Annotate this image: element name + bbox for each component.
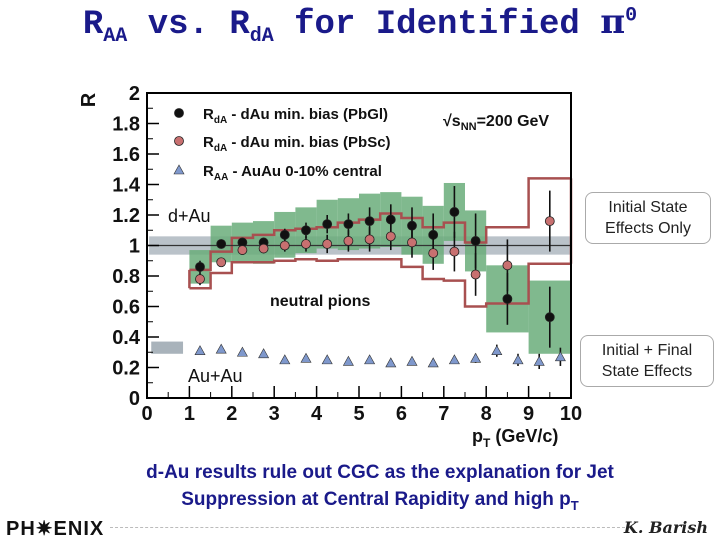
y-tick-label: 1.8 xyxy=(112,114,140,136)
pbsc-point xyxy=(195,274,205,284)
pbsc-point xyxy=(407,237,417,248)
initial-state-note: Initial State Effects Only xyxy=(585,192,711,244)
y-tick-label: 0.8 xyxy=(112,266,140,288)
y-tick-label: 1.4 xyxy=(112,175,141,197)
x-tick-label: 9 xyxy=(523,403,534,425)
auau-point xyxy=(279,354,291,365)
pbgl-point xyxy=(343,219,354,230)
phenix-logo: PH✷ENIX xyxy=(6,518,105,540)
neutral-pions-annotation: neutral pions xyxy=(270,293,371,310)
x-tick-label: 0 xyxy=(141,403,152,425)
x-tick-label: 2 xyxy=(226,403,237,425)
pbsc-point xyxy=(216,257,227,268)
x-tick-label: 3 xyxy=(269,403,280,425)
x-tick-label: 8 xyxy=(481,403,492,425)
legend-entry: RdA - dAu min. bias (PbSc) xyxy=(203,134,391,154)
auau-point xyxy=(491,345,503,356)
auau-point xyxy=(236,346,248,357)
pbgl-point xyxy=(449,207,460,217)
auau-point xyxy=(470,352,482,363)
auau-point xyxy=(512,354,524,365)
pbgl-point xyxy=(279,229,290,240)
x-tick-label: 1 xyxy=(184,403,195,425)
pbsc-point xyxy=(364,234,375,245)
pbgl-point xyxy=(322,219,333,230)
pbsc-point xyxy=(544,216,555,227)
y-tick-label: 0 xyxy=(129,388,140,410)
auau-point xyxy=(364,354,376,365)
pbsc-point xyxy=(385,231,396,242)
slide-title: RAA vs. RdA for Identified π0 xyxy=(82,2,638,48)
energy-label: √sNN=200 GeV xyxy=(443,113,549,133)
pbgl-point xyxy=(364,216,375,227)
x-tick-label: 6 xyxy=(396,403,407,425)
y-axis-label: R xyxy=(78,92,100,107)
x-tick-label: 7 xyxy=(438,403,449,425)
auau-point xyxy=(427,357,439,368)
footer-divider xyxy=(110,527,625,528)
pbsc-syst-lower xyxy=(189,257,571,308)
pbgl-point xyxy=(301,225,311,236)
pbgl-point xyxy=(195,261,205,272)
legend-entry: RAA - AuAu 0-10% central xyxy=(203,163,382,183)
x-axis-label: pT (GeV/c) xyxy=(472,426,558,450)
y-tick-label: 0.4 xyxy=(112,327,141,349)
auau-point xyxy=(321,354,333,365)
pbsc-point xyxy=(301,239,311,249)
y-tick-label: 2 xyxy=(129,83,140,105)
y-tick-label: 0.6 xyxy=(112,297,140,319)
pbsc-point xyxy=(428,248,439,259)
auau-point xyxy=(300,352,312,363)
pbsc-point xyxy=(343,236,354,246)
legend-marker xyxy=(174,136,184,146)
pbsc-point xyxy=(258,243,269,254)
pbgl-point xyxy=(502,293,513,304)
final-state-note: Initial + Final State Effects xyxy=(580,335,714,387)
pbsc-point xyxy=(279,240,290,251)
y-tick-label: 1.2 xyxy=(112,205,140,227)
legend-marker xyxy=(173,164,185,175)
pbsc-syst-upper xyxy=(189,177,571,272)
auau-point xyxy=(448,354,460,365)
auau-point xyxy=(554,351,566,362)
auau-point xyxy=(258,348,270,359)
legend-entry: RdA - dAu min. bias (PbGl) xyxy=(203,106,388,126)
auau-normalization-band xyxy=(151,341,184,354)
y-tick-label: 1.6 xyxy=(112,144,140,166)
pbgl-point xyxy=(216,239,227,249)
y-tick-label: 0.2 xyxy=(112,358,140,380)
x-tick-label: 10 xyxy=(560,403,582,425)
auau-point xyxy=(533,355,545,366)
pbsc-point xyxy=(470,269,481,280)
pbsc-point xyxy=(237,245,248,255)
auau-point xyxy=(342,355,354,366)
conclusion-text: d-Au results rule out CGC as the explana… xyxy=(60,459,700,519)
author-name: K. Barish xyxy=(623,518,708,537)
dau-annotation: d+Au xyxy=(168,206,211,226)
conclusion-line-1: d-Au results rule out CGC as the explana… xyxy=(146,462,614,483)
auau-point xyxy=(385,357,397,368)
auau-annotation: Au+Au xyxy=(188,366,243,386)
pbsc-point xyxy=(449,246,460,257)
pbgl-point xyxy=(544,312,555,323)
pbsc-point xyxy=(322,239,333,249)
legend-marker xyxy=(174,108,184,118)
auau-point xyxy=(406,355,418,366)
conclusion-line-2: Suppression at Central Rapidity and high… xyxy=(181,489,579,513)
auau-point xyxy=(194,345,206,356)
y-tick-label: 1 xyxy=(129,236,140,258)
pbgl-point xyxy=(470,236,481,246)
auau-point xyxy=(215,343,227,354)
x-tick-label: 4 xyxy=(311,403,323,425)
pbsc-point xyxy=(502,260,513,271)
x-tick-label: 5 xyxy=(353,403,364,425)
